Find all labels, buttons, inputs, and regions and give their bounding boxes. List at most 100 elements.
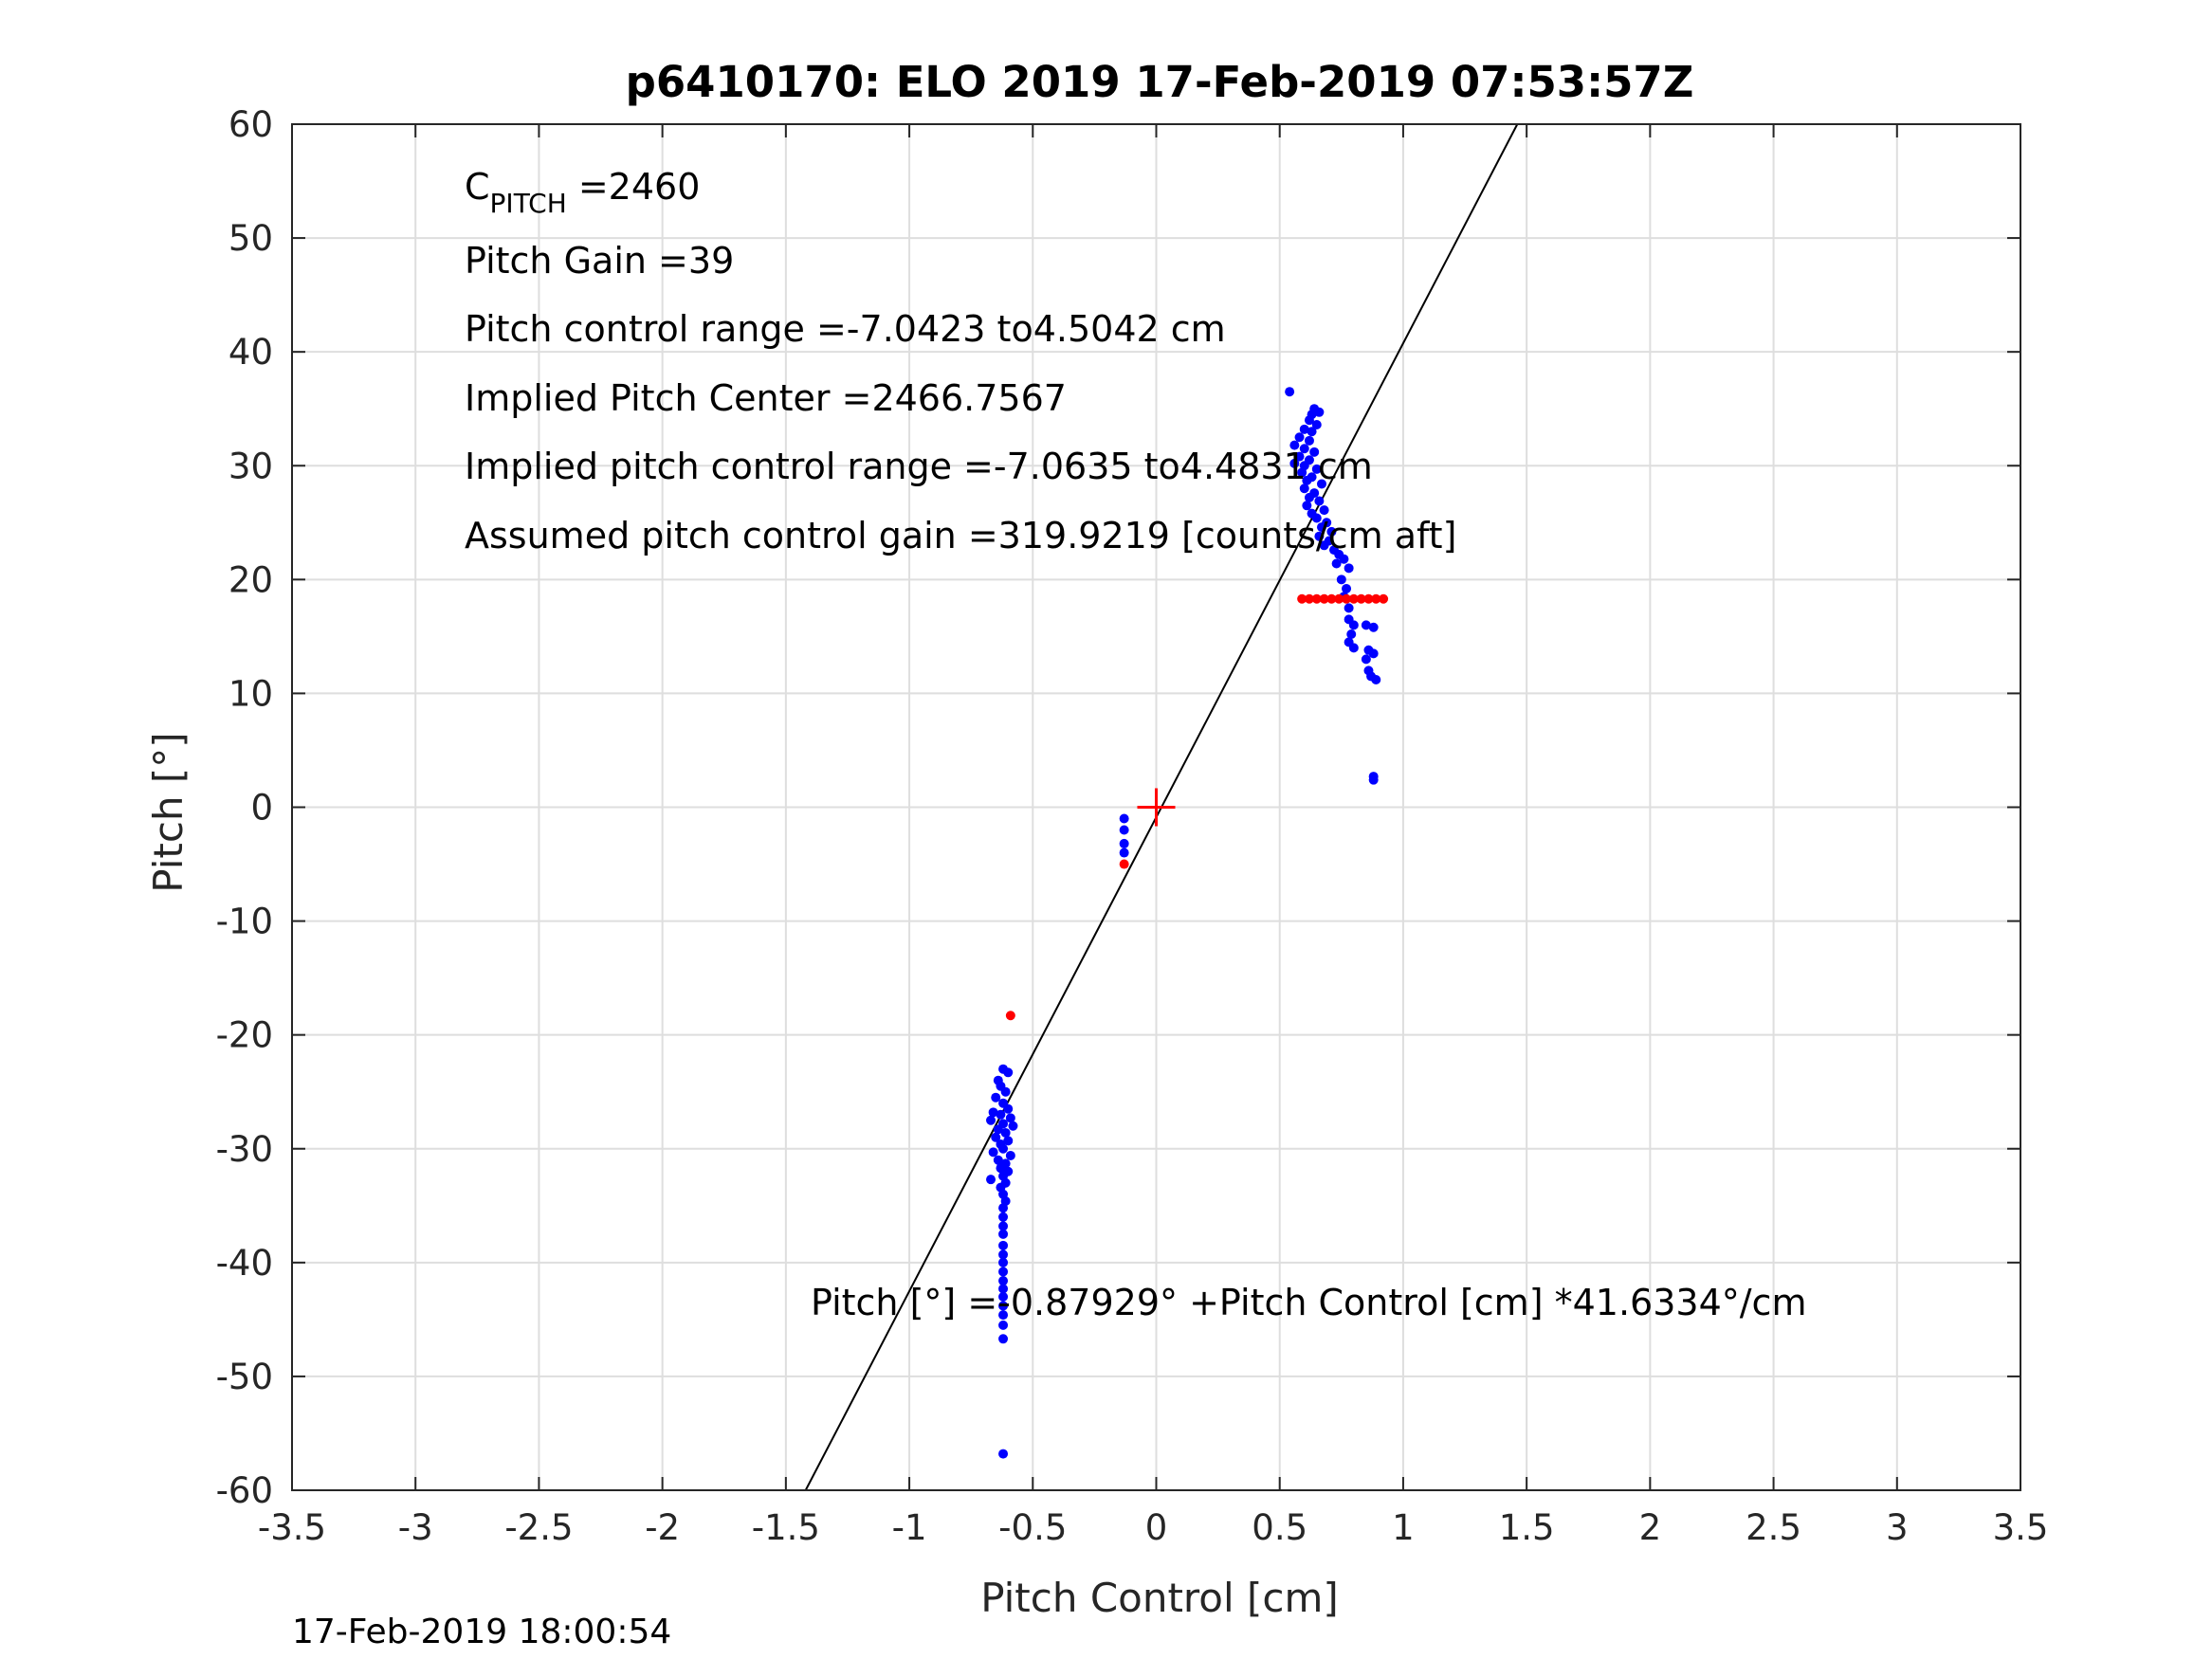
x-tick-label: 0 (1145, 1507, 1168, 1548)
data-point (998, 1240, 1009, 1250)
x-tick-label: 2.5 (1746, 1507, 1801, 1548)
cpitch-annotation: CPITCH =2460 (465, 166, 700, 219)
data-point (998, 1249, 1009, 1260)
x-tick-label: -1.5 (752, 1507, 820, 1548)
data-point (1003, 1067, 1014, 1078)
cpitch-symbol: C (465, 166, 490, 208)
data-point (1302, 475, 1312, 485)
x-tick-label: 1 (1392, 1507, 1415, 1548)
data-point (1342, 593, 1352, 604)
data-point (1314, 407, 1325, 417)
data-point (986, 1115, 996, 1125)
grid-lines (291, 123, 2021, 1491)
data-point (1289, 458, 1300, 468)
data-point (998, 1267, 1009, 1277)
data-point (996, 1163, 1006, 1174)
data-points-layer (986, 387, 1389, 1459)
x-tick-label: -3.5 (258, 1507, 326, 1548)
data-point (1319, 505, 1329, 516)
data-point (993, 1155, 1003, 1165)
data-point (988, 1107, 998, 1118)
data-point (1344, 563, 1354, 574)
data-point (988, 1147, 998, 1158)
data-point (1311, 420, 1322, 430)
data-point (998, 1212, 1009, 1222)
data-point (1119, 825, 1129, 835)
data-point (1336, 574, 1346, 585)
data-point (1331, 558, 1342, 569)
data-point (1304, 593, 1314, 604)
data-point (998, 1221, 1009, 1231)
x-tick-labels: -3.5 -3 -2.5 -2 -1.5 -1 -0.5 0 0.5 1 1.5 2 2.5 3 3.5 (258, 1507, 2049, 1548)
bin-points (1005, 593, 1389, 1021)
y-tick-label: 60 (229, 104, 273, 145)
data-point (1319, 593, 1329, 604)
data-point (998, 1310, 1009, 1321)
y-tick-label: -30 (216, 1129, 273, 1170)
svg-text:CPITCH =2460: CPITCH =2460 (465, 166, 700, 219)
data-point (1297, 467, 1307, 478)
data-point (1285, 387, 1295, 397)
y-tick-label: -10 (216, 902, 273, 942)
data-point (1314, 496, 1325, 506)
x-tick-label: 2 (1639, 1507, 1662, 1548)
data-point (998, 1320, 1009, 1330)
implied-pitch-range-text: Implied pitch control range =-7.0635 to4… (465, 446, 1373, 487)
x-axis-label: Pitch Control [cm] (980, 1575, 1339, 1621)
cpitch-subscript: PITCH (490, 188, 567, 219)
cpitch-value: =2460 (567, 166, 701, 208)
data-point (998, 1284, 1009, 1294)
data-point (1348, 593, 1359, 604)
data-point (1344, 603, 1354, 613)
x-tick-label: 0.5 (1252, 1507, 1307, 1548)
data-point (1379, 593, 1389, 604)
data-point (1000, 1127, 1011, 1138)
data-point (998, 1203, 1009, 1213)
implied-pitch-center-text: Implied Pitch Center =2466.7567 (465, 377, 1067, 419)
data-point (1361, 620, 1371, 630)
assumed-gain-text: Assumed pitch control gain =319.9219 [co… (465, 515, 1456, 556)
data-point (1304, 435, 1314, 446)
data-point (993, 1124, 1003, 1135)
data-point (1371, 675, 1381, 685)
x-tick-label: -1 (892, 1507, 927, 1548)
data-point (1311, 464, 1322, 474)
data-point (1348, 643, 1359, 653)
data-point (998, 1291, 1009, 1302)
data-point (986, 1175, 996, 1185)
data-point (991, 1092, 1001, 1103)
y-axis-label: Pitch [°] (145, 732, 192, 892)
data-point (1326, 593, 1337, 604)
data-point (1363, 593, 1374, 604)
data-point (1304, 415, 1314, 426)
data-point (1309, 447, 1320, 457)
y-tick-label: -50 (216, 1357, 273, 1397)
data-point (1346, 629, 1357, 639)
data-point (1005, 1011, 1015, 1021)
center-marker-layer (1137, 788, 1176, 827)
data-point (1307, 427, 1317, 437)
data-point (1297, 593, 1307, 604)
tick-marks (291, 123, 2021, 1491)
data-point (1368, 775, 1379, 785)
y-tick-label: -40 (216, 1243, 273, 1284)
data-point (1299, 444, 1309, 454)
data-point (1119, 859, 1129, 869)
data-point (1304, 492, 1314, 502)
data-point (1119, 838, 1129, 848)
data-point (998, 1449, 1009, 1459)
data-point (1299, 483, 1309, 494)
x-tick-label: -0.5 (998, 1507, 1067, 1548)
data-point (1334, 593, 1344, 604)
x-tick-label: 3.5 (1993, 1507, 2049, 1548)
y-tick-label: 50 (229, 218, 273, 259)
pitch-gain-text: Pitch Gain =39 (465, 240, 734, 282)
data-point (1316, 522, 1326, 533)
data-point (1302, 501, 1312, 511)
y-tick-label: 30 (229, 446, 273, 486)
pitch-control-range-text: Pitch control range =-7.0423 to4.5042 cm (465, 308, 1226, 350)
data-point (1008, 1121, 1018, 1131)
data-point (996, 1109, 1006, 1120)
